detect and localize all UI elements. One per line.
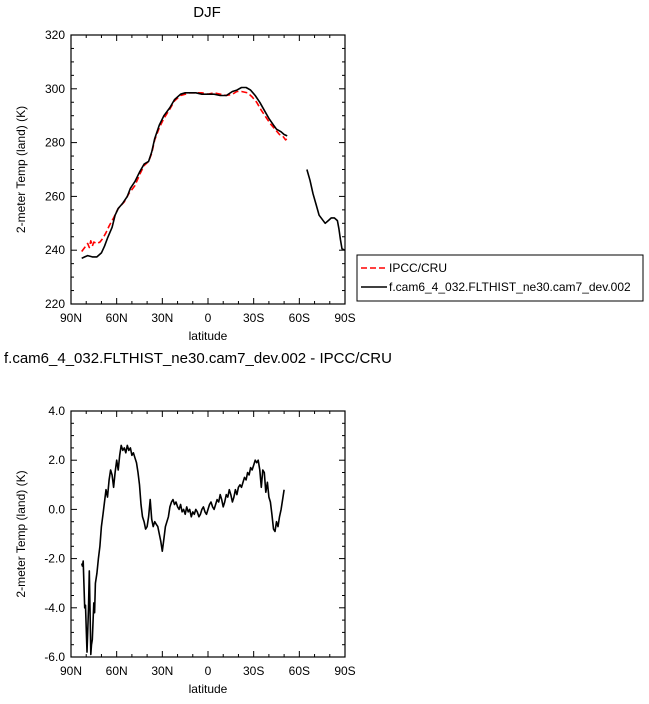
x-axis-title: latitude: [189, 682, 228, 696]
x-tick-label: 30S: [243, 311, 264, 325]
plot-frame: [70, 410, 346, 658]
series-line-0-segment-0: [81, 90, 288, 252]
x-tick-label: 30N: [151, 311, 173, 325]
legend: IPCC/CRU f.cam6_4_032.FLTHIST_ne30.cam7_d…: [356, 254, 644, 302]
y-tick-label: 0.0: [48, 502, 65, 516]
series-line-1-segment-1: [306, 169, 345, 251]
y-axis-title: 2-meter Temp (land) (K): [14, 470, 28, 597]
y-tick-label: 320: [45, 28, 65, 42]
x-tick-label: 30S: [243, 664, 264, 678]
y-tick-label: 4.0: [48, 404, 65, 418]
legend-label-1: f.cam6_4_032.FLTHIST_ne30.cam7_dev.002: [389, 280, 631, 294]
panel-bottom: f.cam6_4_032.FLTHIST_ne30.cam7_dev.002 -…: [4, 350, 392, 696]
series-group: [80, 444, 285, 656]
series-line-1-segment-0: [81, 86, 288, 260]
series-group: [81, 86, 345, 260]
y-axis-title: 2-meter Temp (land) (K): [14, 106, 28, 233]
y-tick-label: -2.0: [44, 552, 65, 566]
y-tick-label: 260: [45, 189, 65, 203]
y-tick-label: 220: [45, 297, 65, 311]
y-tick-label: -4.0: [44, 601, 65, 615]
x-axis-title: latitude: [189, 329, 228, 343]
x-tick-label: 0: [205, 664, 212, 678]
panel-title: DJF: [193, 4, 221, 21]
x-tick-label: 60N: [106, 664, 128, 678]
legend-label-0: IPCC/CRU: [389, 261, 447, 275]
x-tick-label: 90N: [60, 664, 82, 678]
panel-top: DJF 90N 60N 30N 0 30S 60S 90S 220 240 260 280 300 320…: [14, 4, 356, 343]
x-tick-label: 90S: [334, 664, 355, 678]
panel-title: f.cam6_4_032.FLTHIST_ne30.cam7_dev.002 -…: [4, 350, 392, 367]
x-tick-label: 30N: [151, 664, 173, 678]
x-tick-label: 0: [205, 311, 212, 325]
x-tick-label: 60S: [289, 311, 310, 325]
x-tick-label: 60S: [289, 664, 310, 678]
y-tick-label: 300: [45, 82, 65, 96]
y-tick-label: 240: [45, 243, 65, 257]
y-tick-label: 2.0: [48, 453, 65, 467]
x-tick-label: 90N: [60, 311, 82, 325]
series-line-0-segment-0: [80, 444, 285, 656]
y-tick-label: 280: [45, 136, 65, 150]
y-tick-label: -6.0: [44, 650, 65, 664]
plot-frame: [70, 34, 346, 305]
x-tick-label: 60N: [106, 311, 128, 325]
legend-box: [356, 254, 644, 302]
x-tick-label: 90S: [334, 311, 355, 325]
